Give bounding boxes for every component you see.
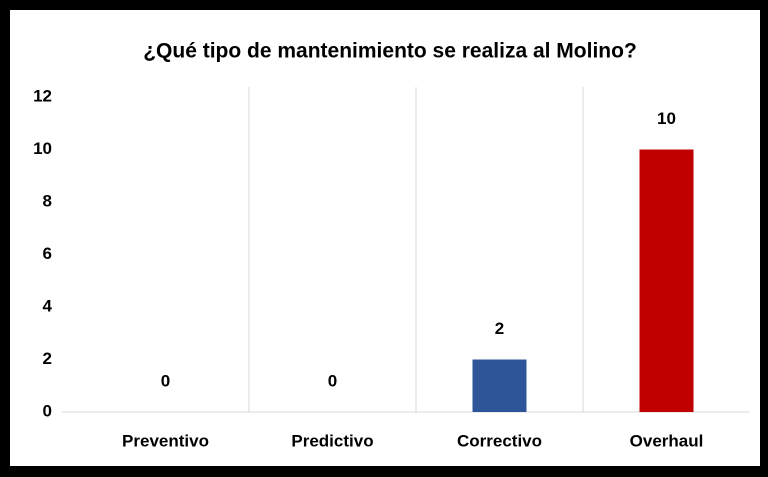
chart-title: ¿Qué tipo de mantenimiento se realiza al… — [143, 40, 637, 63]
data-label: 0 — [328, 371, 337, 390]
x-tick-label: Predictivo — [291, 431, 373, 450]
x-tick-label: Overhaul — [630, 431, 704, 450]
chart-area — [10, 10, 760, 466]
y-tick-label: 10 — [33, 139, 52, 158]
bar — [472, 359, 527, 412]
data-label: 10 — [657, 109, 676, 128]
y-tick-label: 6 — [43, 244, 52, 263]
data-label: 2 — [495, 319, 504, 338]
y-tick-label: 8 — [43, 191, 52, 210]
x-tick-label: Preventivo — [122, 431, 209, 450]
bar — [639, 149, 694, 412]
data-label: 0 — [161, 371, 170, 390]
y-tick-label: 2 — [43, 349, 52, 368]
x-tick-label: Correctivo — [457, 431, 542, 450]
y-tick-label: 4 — [43, 296, 53, 315]
y-tick-label: 0 — [43, 401, 52, 420]
y-tick-label: 12 — [33, 86, 52, 105]
